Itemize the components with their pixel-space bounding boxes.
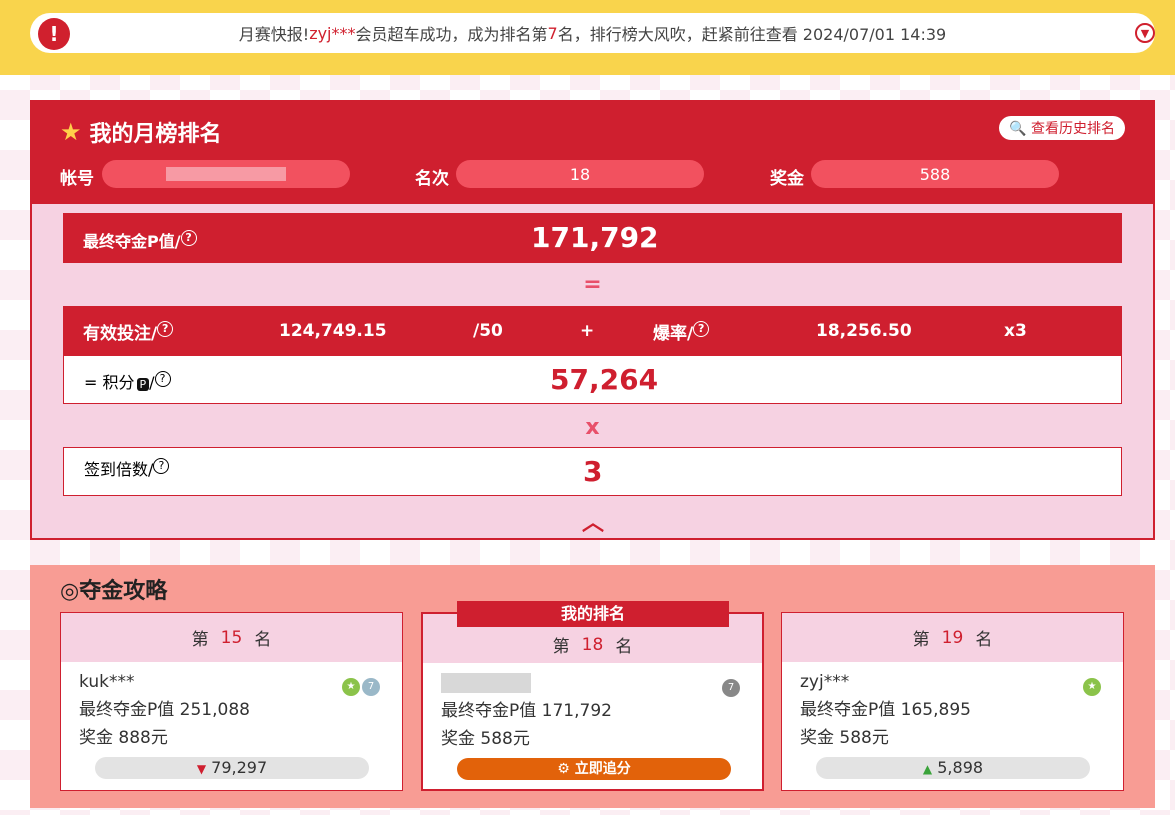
equals-sign: = (583, 272, 602, 297)
prize-line: 奖金 588元 (800, 728, 889, 748)
account-value (102, 160, 350, 188)
target-icon: ◎ (60, 579, 80, 604)
help-icon[interactable]: ? (180, 229, 197, 246)
rank-label: 名次 (415, 169, 449, 189)
notice-mid: 会员超车成功，成为排名第 (355, 25, 548, 44)
level-badge-icon: ★ (342, 678, 360, 696)
points-value: 57,264 (550, 363, 659, 396)
chase-label: 立即追分 (574, 761, 631, 777)
account-label: 帐号 (60, 169, 94, 189)
help-icon[interactable]: ? (153, 457, 170, 474)
rank-post: 名 (975, 630, 993, 650)
chase-points-button[interactable]: ⚙ 立即追分 (457, 758, 731, 780)
help-icon[interactable]: ? (154, 370, 171, 387)
level-badge-icon: ★ (1083, 678, 1101, 696)
user-name-blurred (441, 673, 531, 693)
rank-card: 第 19 名 zyj*** ★ 最终夺金P值 165,895 奖金 588元 ▲ 5,… (781, 612, 1124, 791)
strategy-title-text: 夺金攻略 (79, 579, 168, 604)
help-icon[interactable]: ? (693, 321, 710, 338)
arrow-up-icon: ▲ (922, 762, 933, 776)
vip-badge-icon: 7 (722, 679, 740, 697)
prize-value: 588 (811, 160, 1059, 188)
p-value-line: 最终夺金P值 251,088 (79, 700, 250, 720)
final-p-row: 最终夺金P值/? 171,792 (63, 213, 1122, 263)
rank-pre: 第 (552, 637, 570, 657)
notice-prefix: 月赛快报! (238, 25, 310, 44)
my-ranking-panel: ★ 我的月榜排名 🔍 查看历史排名 帐号 名次 18 奖金 588 最终夺金P值/… (30, 100, 1155, 540)
rank-post: 名 (254, 630, 272, 650)
my-rank-tag: 我的排名 (457, 601, 729, 627)
points-p-icon: P (136, 378, 150, 391)
strategy-section: ◎夺金攻略 第 15 名 kuk*** ★ 7 最终夺金P值 251,088 奖金 88… (30, 565, 1155, 808)
burst-value: 18,256.50 (816, 321, 912, 341)
burst-multiplier: x3 (1004, 321, 1027, 341)
notice-rank: 7 (547, 23, 558, 43)
gap-value: 79,297 (211, 758, 268, 777)
notice-user: zyj*** (309, 23, 356, 43)
chevron-down-icon[interactable]: ▼ (1135, 23, 1155, 43)
rank-value: 18 (456, 160, 704, 188)
plus-sign: + (580, 321, 595, 341)
ranking-title-text: 我的月榜排名 (89, 122, 222, 147)
final-p-label: 最终夺金P值/ (83, 232, 181, 251)
checkin-label: 签到倍数/ (84, 460, 154, 479)
notice-bar[interactable]: 月赛快报! zyj*** 会员超车成功，成为排名第 7 名，排行榜大风吹，赶紧前… (30, 13, 1155, 53)
help-icon[interactable]: ? (157, 321, 174, 338)
history-ranking-button[interactable]: 🔍 查看历史排名 (999, 116, 1125, 140)
prize-line: 奖金 888元 (79, 728, 168, 748)
final-p-value: 171,792 (531, 221, 659, 254)
chevron-up-icon[interactable]: ︿ (582, 511, 605, 536)
user-name: zyj*** (800, 672, 850, 692)
points-label: = 积分 (84, 373, 135, 392)
alert-icon: ! (38, 18, 70, 50)
gap-value: 5,898 (937, 758, 984, 777)
prize-label: 奖金 (770, 169, 804, 189)
vip-badge-icon: 7 (362, 678, 380, 696)
checkin-row: 签到倍数/? 3 (63, 447, 1122, 496)
chip-icon: ⚙ (557, 761, 570, 777)
checkin-value: 3 (583, 455, 603, 488)
bet-label: 有效投注/ (83, 324, 158, 344)
rank-number: 18 (581, 634, 604, 655)
star-icon: ★ (60, 118, 82, 146)
gap-indicator: ▼ 79,297 (95, 757, 369, 779)
history-label: 查看历史排名 (1031, 121, 1115, 137)
bet-divisor: /50 (473, 321, 503, 341)
rank-post: 名 (615, 637, 633, 657)
points-row: = 积分 P /? 57,264 (63, 355, 1122, 404)
rank-number: 15 (220, 627, 243, 648)
times-sign: x (585, 415, 600, 440)
p-value-line: 最终夺金P值 165,895 (800, 700, 971, 720)
strategy-title: ◎夺金攻略 (60, 573, 167, 605)
burst-label: 爆率/ (653, 324, 694, 344)
rank-pre: 第 (912, 630, 930, 650)
gap-indicator: ▲ 5,898 (816, 757, 1090, 779)
arrow-down-icon: ▼ (196, 762, 207, 776)
my-rank-card: 我的排名 第 18 名 7 最终夺金P值 171,792 奖金 588元 ⚙ 立即追… (421, 601, 764, 791)
user-name: kuk*** (79, 672, 135, 692)
prize-line: 奖金 588元 (441, 729, 530, 749)
rank-number: 19 (941, 627, 964, 648)
notice-suffix: 名，排行榜大风吹，赶紧前往查看 2024/07/01 14:39 (557, 25, 947, 44)
p-value-line: 最终夺金P值 171,792 (441, 701, 612, 721)
rank-card: 第 15 名 kuk*** ★ 7 最终夺金P值 251,088 奖金 888元 ▼ 7… (60, 612, 403, 791)
rank-pre: 第 (191, 630, 209, 650)
bet-row: 有效投注/? 124,749.15 /50 + 爆率/? 18,256.50 x… (63, 306, 1122, 355)
ranking-header: ★ 我的月榜排名 🔍 查看历史排名 帐号 名次 18 奖金 588 (32, 102, 1153, 204)
ranking-title: ★ 我的月榜排名 (60, 116, 222, 148)
bet-value: 124,749.15 (279, 321, 387, 341)
